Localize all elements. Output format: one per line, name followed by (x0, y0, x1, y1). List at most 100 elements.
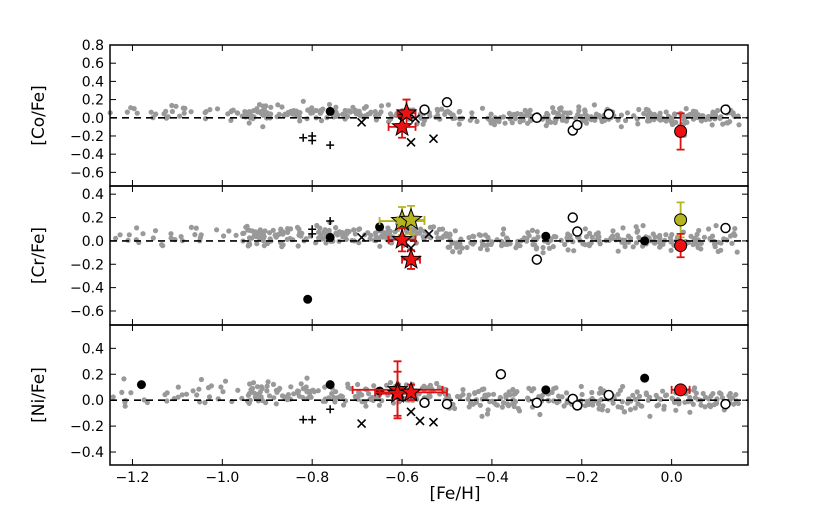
field-star-point (733, 392, 739, 398)
field-star-point (110, 394, 116, 400)
field-star-point (245, 398, 251, 404)
x-tick-label: −1.0 (205, 470, 239, 486)
field-star-points (113, 219, 740, 256)
field-star-point (735, 400, 741, 407)
field-star-point (551, 109, 558, 115)
red-star-point (395, 101, 418, 123)
field-star-point (276, 231, 282, 237)
field-star-point (481, 386, 487, 392)
field-star-point (263, 400, 269, 406)
field-star-point (709, 122, 715, 128)
field-star-point (152, 228, 159, 234)
field-star-point (233, 232, 239, 238)
field-star-point (377, 243, 383, 249)
field-star-point (690, 401, 696, 407)
field-star-point (474, 118, 480, 124)
field-star-point (632, 396, 639, 402)
field-star-point (517, 243, 523, 249)
open-circle-point (572, 226, 583, 237)
field-star-point (466, 235, 472, 241)
field-star-point (385, 102, 391, 108)
field-star-point (606, 237, 612, 243)
field-star-point (169, 102, 175, 109)
field-star-point (291, 109, 298, 115)
field-star-point (479, 413, 485, 419)
field-star-point (235, 387, 241, 393)
field-star-point (484, 247, 490, 253)
field-star-point (376, 402, 382, 408)
field-star-point (494, 117, 501, 123)
field-star-point (220, 389, 226, 395)
red-circle-point (674, 383, 688, 397)
plus-point (326, 141, 335, 150)
field-star-point (610, 233, 616, 239)
field-star-point (471, 233, 477, 240)
field-star-point (557, 107, 564, 113)
field-star-point (378, 109, 384, 115)
field-star-point (535, 234, 541, 240)
field-star-point (632, 405, 638, 411)
field-star-point (635, 121, 641, 127)
field-star-point (304, 116, 310, 122)
x-tick-label: −0.4 (475, 470, 509, 486)
field-star-point (501, 226, 507, 232)
field-star-point (559, 394, 565, 400)
field-star-point (376, 235, 382, 241)
field-star-point (502, 120, 508, 126)
field-star-point (707, 402, 713, 409)
field-star-point (558, 237, 564, 243)
field-star-point (630, 244, 636, 250)
field-star-point (488, 119, 494, 125)
field-star-point (247, 242, 253, 248)
field-star-point (198, 376, 204, 383)
field-star-point (696, 227, 702, 234)
field-star-point (485, 242, 491, 248)
filled-circle-point (325, 232, 335, 242)
x-tick-label: −0.2 (565, 470, 599, 486)
red-star-point (391, 228, 413, 249)
field-star-point (261, 109, 267, 115)
field-star-point (178, 234, 184, 240)
field-star-point (647, 413, 653, 419)
field-star-point (260, 124, 266, 130)
open-circle-point (572, 400, 583, 411)
field-star-point (352, 231, 358, 237)
field-star-point (214, 106, 221, 112)
field-star-point (173, 103, 179, 109)
open-circle-point (603, 108, 614, 120)
field-star-point (305, 107, 311, 113)
field-star-point (356, 240, 362, 246)
field-star-point (134, 225, 140, 231)
field-star-point (196, 386, 202, 392)
y-axis-ticks: 0.8 0.6 0.4 0.2 0.0 −0.2 −0.4 −0.6 (70, 38, 748, 186)
field-star-point (576, 104, 582, 110)
field-star-point (600, 403, 606, 409)
field-star-point (197, 235, 203, 241)
field-star-point (732, 226, 738, 232)
field-star-point (500, 400, 507, 406)
field-star-point (615, 117, 621, 123)
red-star-point (391, 115, 413, 137)
field-star-point (522, 107, 528, 113)
filled-circle-point (541, 231, 551, 241)
field-star-point (113, 235, 119, 241)
red-star-point (400, 380, 422, 402)
field-star-point (153, 111, 159, 117)
field-star-point (589, 234, 595, 240)
field-star-point (451, 240, 457, 246)
field-star-point (563, 390, 570, 396)
field-star-point (526, 397, 532, 403)
field-star-point (644, 112, 651, 118)
field-star-point (565, 233, 571, 239)
field-star-point (335, 231, 341, 237)
field-star-point (218, 384, 224, 390)
red-circle-point (674, 239, 688, 253)
field-star-point (192, 232, 198, 238)
plus-point (299, 133, 308, 142)
open-circle-point (720, 222, 731, 234)
field-star-point (599, 407, 605, 413)
y-tick-label: −0.2 (70, 129, 104, 145)
cross-point (428, 417, 439, 427)
field-star-point (454, 393, 461, 400)
field-star-point (515, 406, 522, 412)
